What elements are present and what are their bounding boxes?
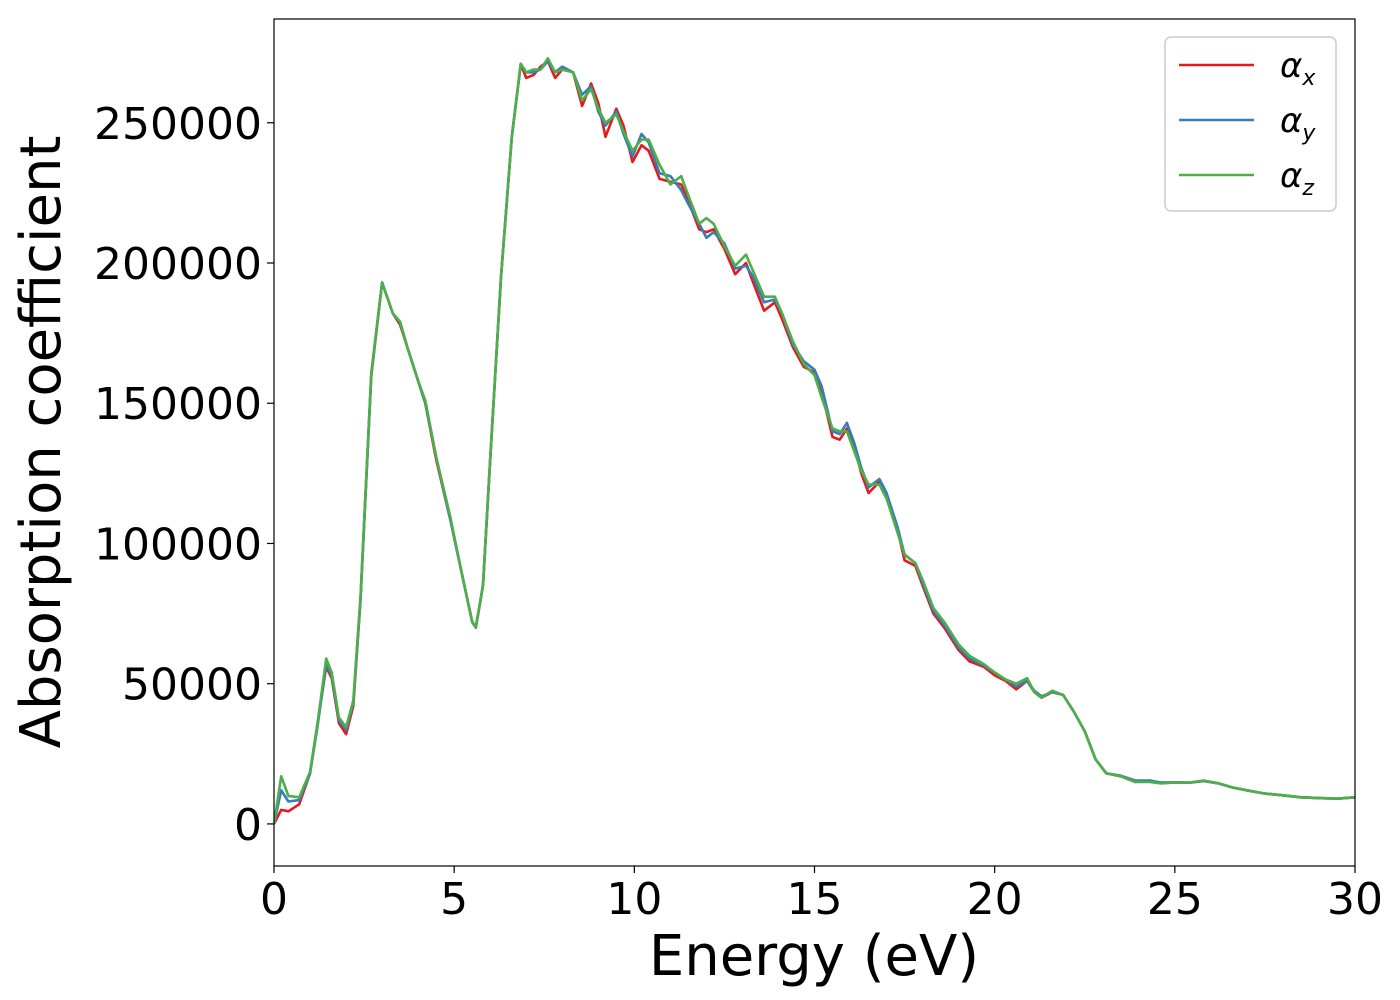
x-axis: 0 5 10 15 20 25 30 <box>260 866 1383 925</box>
y-tick-label: 150000 <box>94 379 262 430</box>
y-axis: 0 50000 100000 150000 200000 250000 <box>94 99 274 851</box>
x-tick-label: 30 <box>1327 874 1383 925</box>
x-tick-label: 20 <box>967 874 1023 925</box>
x-tick-label: 25 <box>1147 874 1203 925</box>
y-tick-label: 0 <box>234 800 262 851</box>
series-line-z <box>274 57 1355 825</box>
y-tick-label: 250000 <box>94 99 262 150</box>
x-tick-label: 0 <box>260 874 288 925</box>
legend-box <box>1164 36 1337 212</box>
x-tick-label: 5 <box>440 874 468 925</box>
y-tick-label: 100000 <box>94 519 262 570</box>
x-tick-label: 15 <box>787 874 843 925</box>
series-layer <box>274 57 1355 825</box>
y-tick-label: 200000 <box>94 239 262 290</box>
y-axis-label: Absorption coefficient <box>9 136 74 749</box>
y-tick-label: 50000 <box>122 660 262 711</box>
x-tick-label: 10 <box>606 874 662 925</box>
x-axis-label: Energy (eV) <box>649 924 979 989</box>
